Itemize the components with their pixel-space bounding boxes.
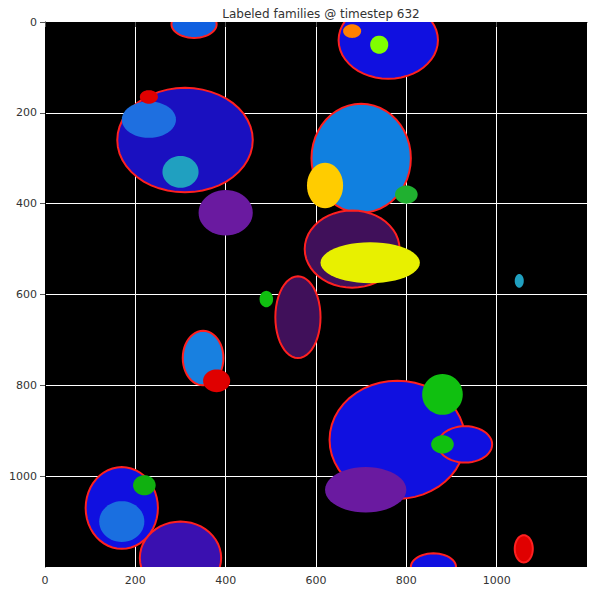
svg-text:200: 200 <box>16 106 37 119</box>
svg-text:1000: 1000 <box>9 470 37 483</box>
svg-text:600: 600 <box>16 288 37 301</box>
svg-text:200: 200 <box>125 574 146 587</box>
svg-text:400: 400 <box>215 574 236 587</box>
svg-text:0: 0 <box>30 16 37 29</box>
svg-text:1000: 1000 <box>483 574 511 587</box>
svg-text:0: 0 <box>42 574 49 587</box>
svg-text:800: 800 <box>396 574 417 587</box>
svg-text:600: 600 <box>306 574 327 587</box>
svg-text:Labeled families @ timestep 63: Labeled families @ timestep 632 <box>222 7 420 21</box>
svg-text:800: 800 <box>16 379 37 392</box>
svg-text:400: 400 <box>16 197 37 210</box>
